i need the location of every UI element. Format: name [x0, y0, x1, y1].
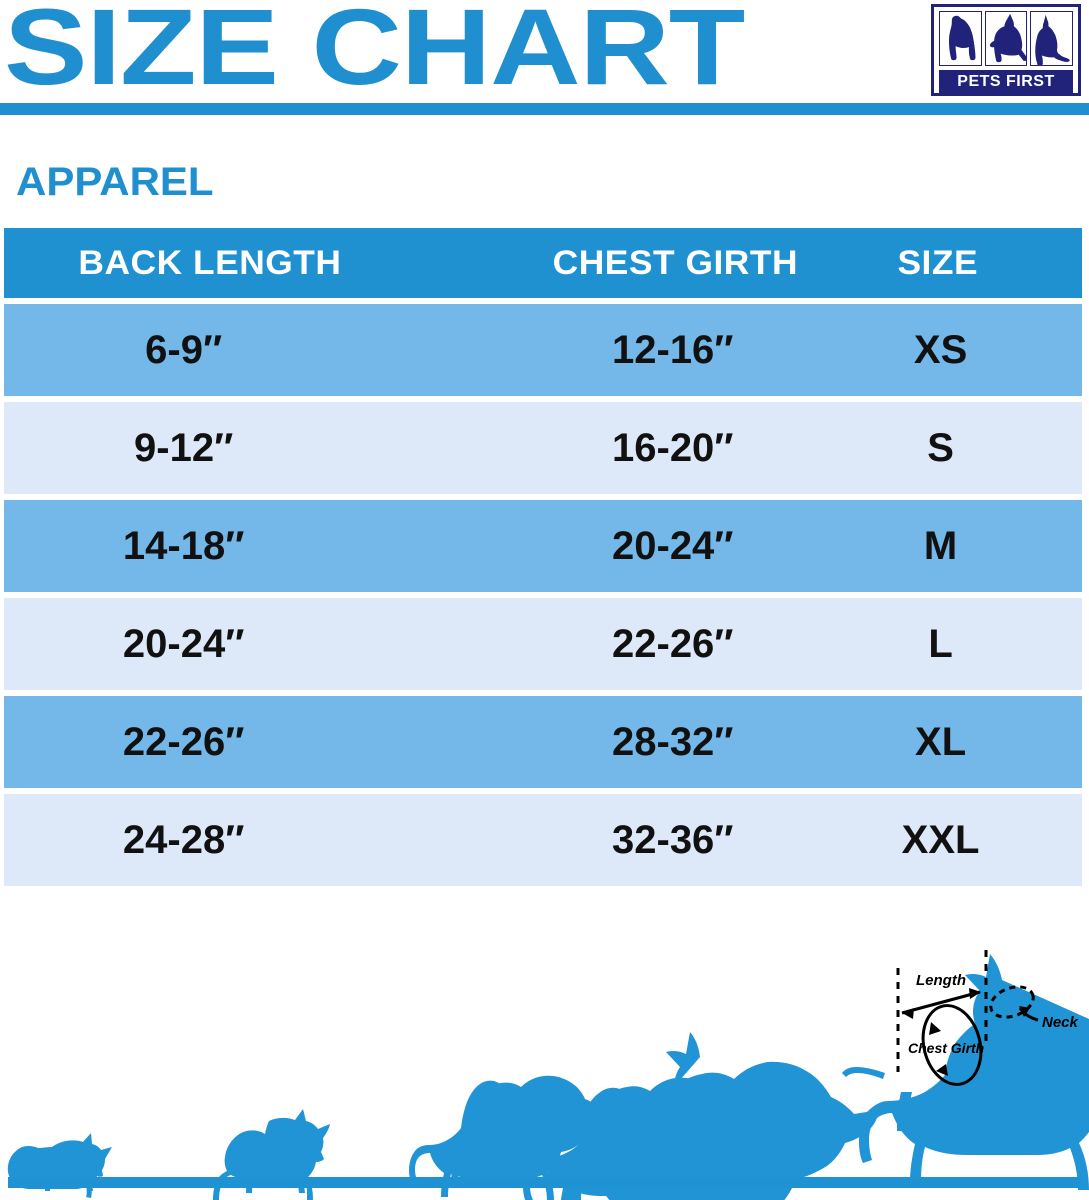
cell-chest-girth: 20-24″ — [612, 523, 734, 568]
label-neck: Neck — [1042, 1014, 1079, 1031]
cell-size: S — [927, 425, 954, 470]
label-length: Length — [916, 972, 966, 989]
cell-back-length: 22-26″ — [122, 719, 245, 764]
cell-size: XL — [915, 719, 967, 764]
logo-wordmark: PETS FIRST — [939, 70, 1073, 94]
cell-back-length: 9-12″ — [134, 425, 234, 470]
cell-size: XS — [913, 327, 968, 372]
neck-ellipse — [989, 985, 1035, 1019]
section-title-apparel: APPAREL — [16, 160, 214, 204]
table-row: 6-9″ 12-16″ XS — [4, 304, 1082, 396]
logo-icon-boxes — [939, 11, 1074, 66]
table-header-row: BACK LENGTH CHEST GIRTH SIZE — [4, 228, 1082, 298]
table-row: 9-12″ 16-20″ S — [4, 402, 1082, 494]
page-title: SIZE CHART — [4, 0, 745, 107]
cell-back-length: 20-24″ — [122, 621, 245, 666]
cell-chest-girth: 12-16″ — [612, 327, 734, 372]
ground-line — [8, 1177, 1081, 1188]
label-chest-girth: Chest Girth — [908, 1040, 984, 1056]
neck-arrow — [1018, 1006, 1039, 1022]
column-header-back-length: BACK LENGTH — [78, 243, 342, 282]
title-divider — [0, 103, 1089, 115]
measurement-diagram — [842, 954, 1089, 1190]
dog-sitting-icon — [939, 11, 982, 66]
cell-size: M — [923, 523, 958, 568]
cell-chest-girth: 22-26″ — [612, 621, 734, 666]
measurement-annotations: Length Neck Chest Girth — [896, 950, 1079, 1086]
dog-silhouette-xs — [7, 1133, 112, 1198]
chest-girth-arrow — [929, 1022, 948, 1076]
apparel-size-table: BACK LENGTH CHEST GIRTH SIZE 6-9″ 12-16″… — [4, 228, 1082, 892]
table-row: 14-18″ 20-24″ M — [4, 500, 1082, 592]
cell-size: XXL — [901, 817, 980, 862]
brand-logo: PETS FIRST — [931, 4, 1081, 96]
column-header-size: SIZE — [897, 243, 979, 282]
cell-chest-girth: 16-20″ — [612, 425, 734, 470]
dog-size-illustration: Length Neck Chest Girth — [0, 940, 1089, 1200]
chest-girth-ellipse — [921, 1004, 983, 1086]
page-header: SIZE CHART — [0, 0, 1089, 118]
table-row: 20-24″ 22-26″ L — [4, 598, 1082, 690]
column-header-chest-girth: CHEST GIRTH — [552, 243, 799, 282]
dog-howling-icon — [984, 11, 1028, 66]
table-row: 24-28″ 32-36″ XXL — [4, 794, 1082, 886]
cell-back-length: 6-9″ — [145, 327, 223, 372]
cell-back-length: 14-18″ — [122, 523, 245, 568]
cell-chest-girth: 28-32″ — [612, 719, 734, 764]
cell-back-length: 24-28″ — [122, 817, 245, 862]
table-row: 22-26″ 28-32″ XL — [4, 696, 1082, 788]
cell-chest-girth: 32-36″ — [612, 817, 734, 862]
length-arrow — [901, 988, 981, 1019]
dog-sitting-tail-icon — [1030, 11, 1074, 66]
cell-size: L — [928, 621, 953, 666]
